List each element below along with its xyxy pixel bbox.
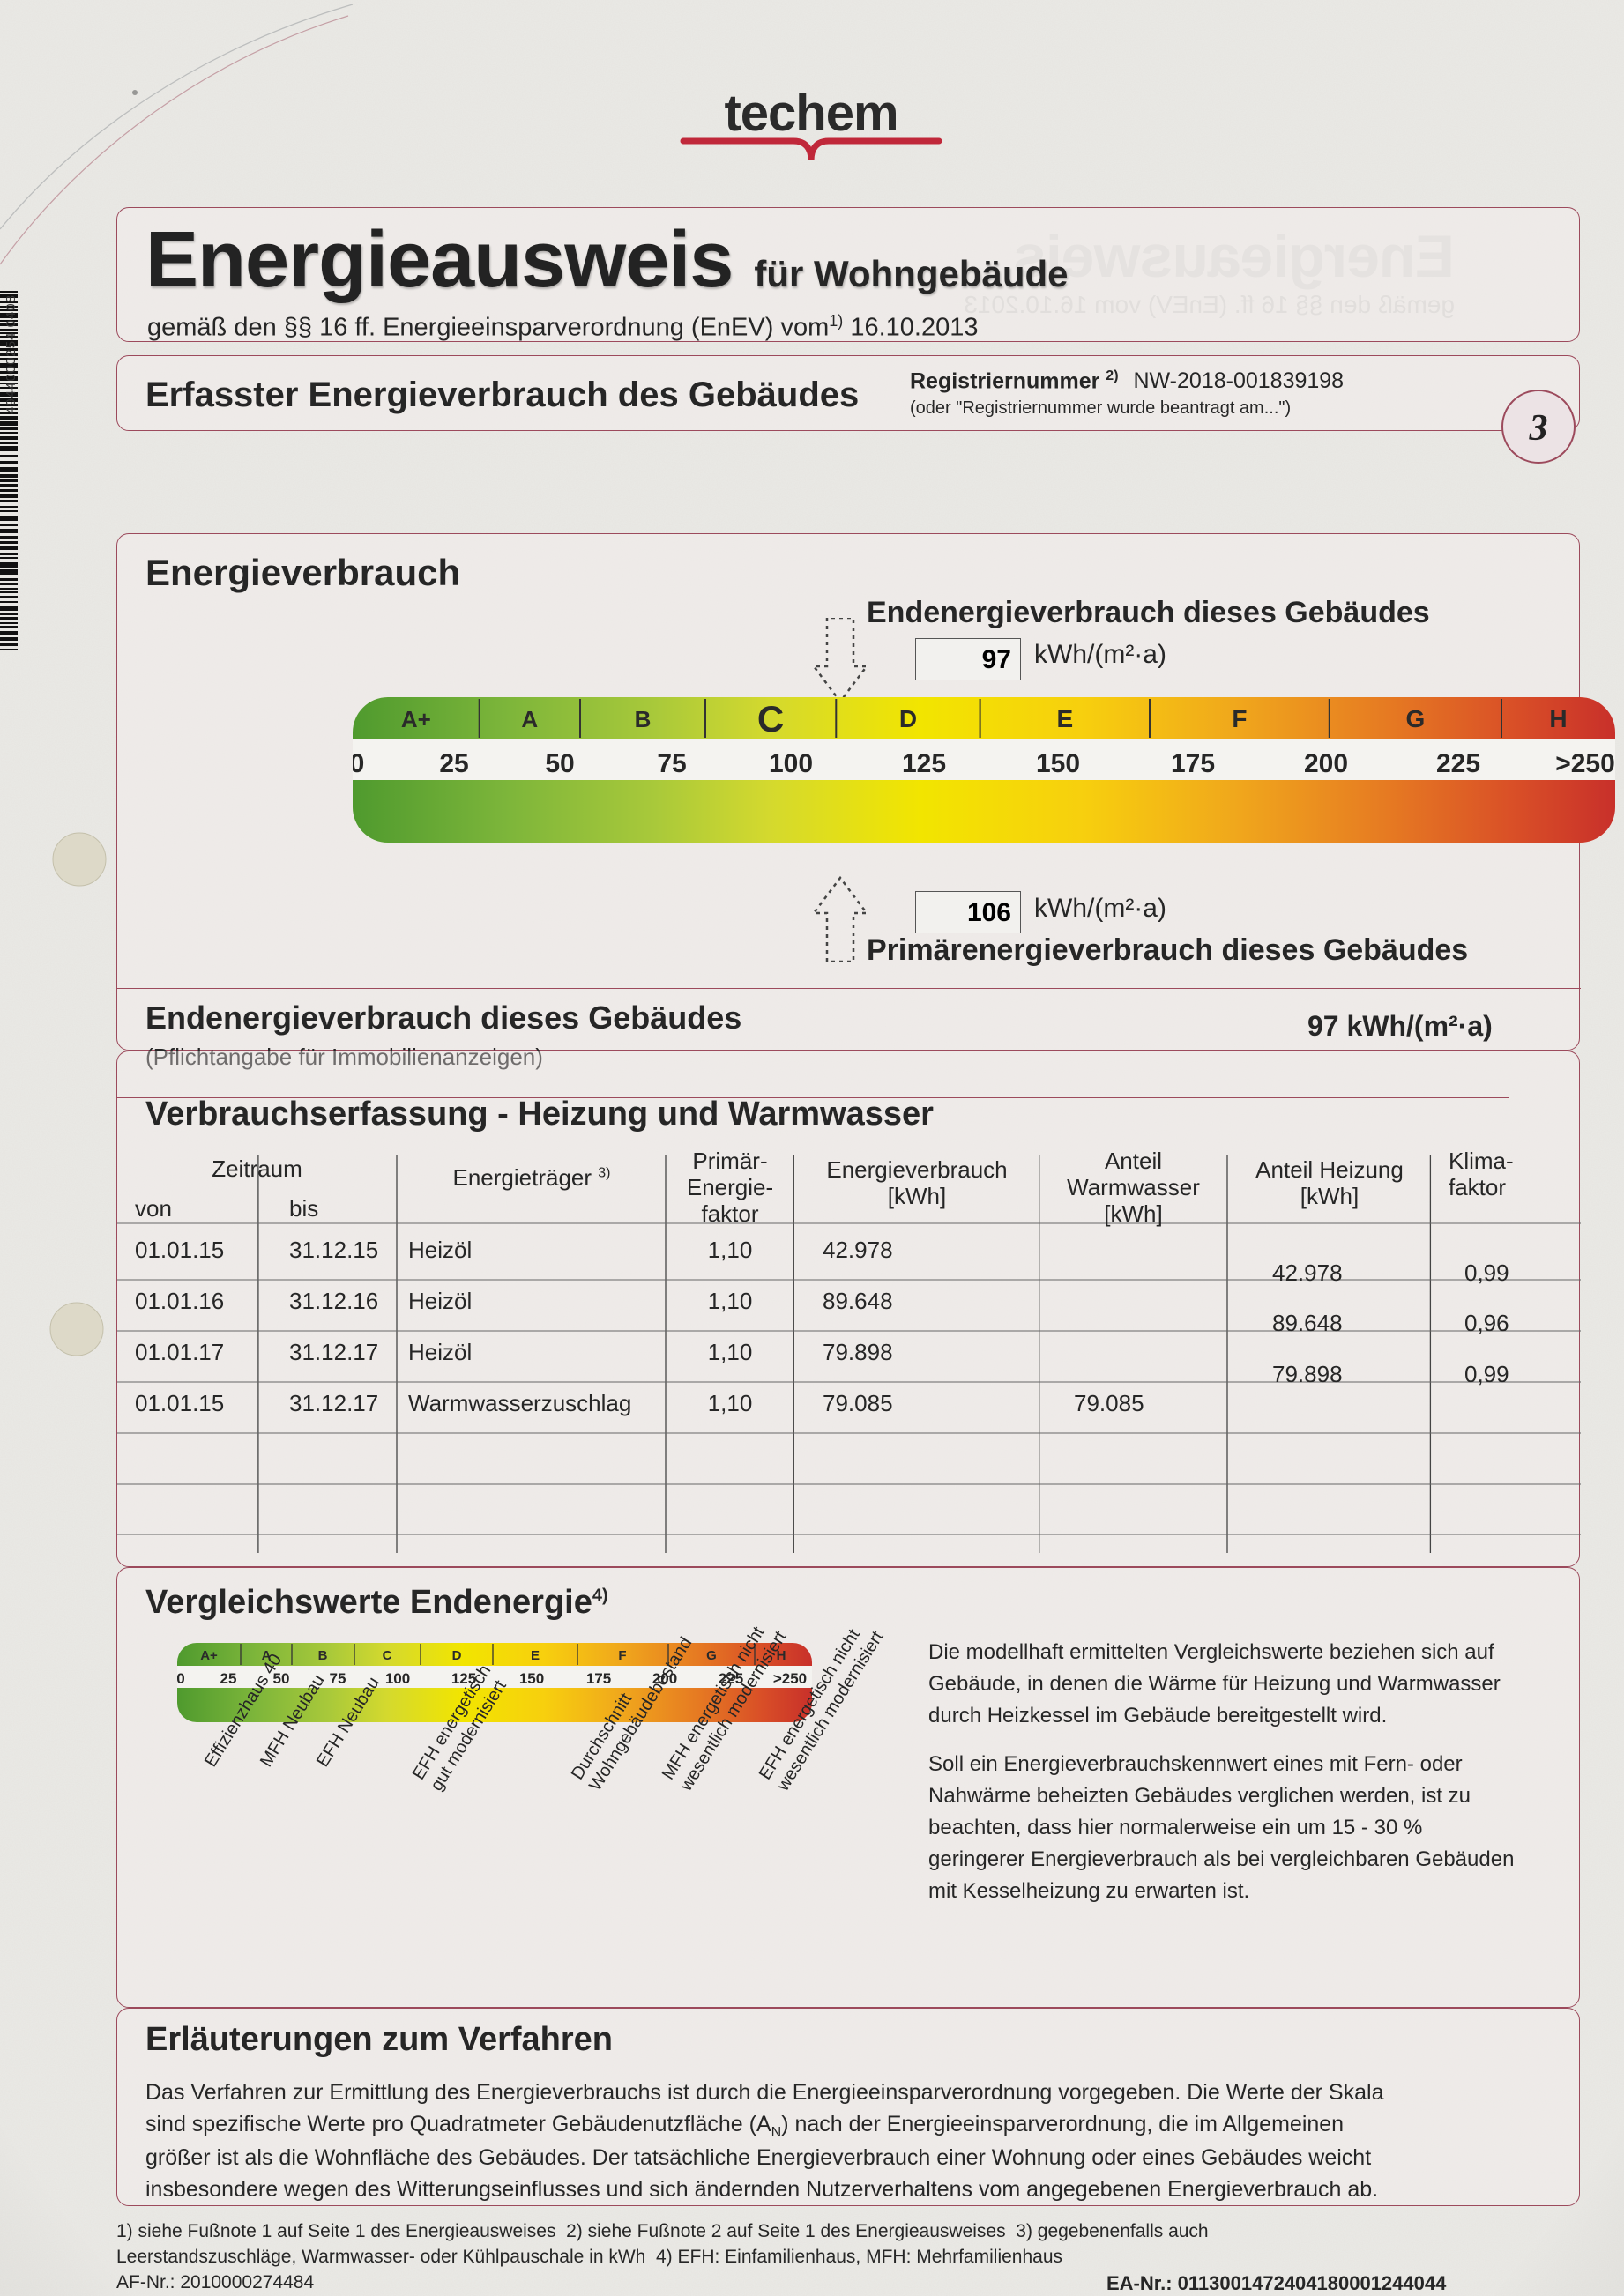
svg-text:A+: A+ [401, 706, 431, 732]
svg-text:25: 25 [439, 749, 468, 778]
svg-text:0: 0 [177, 1670, 185, 1687]
svg-text:A: A [521, 706, 538, 732]
svg-text:E: E [1056, 705, 1073, 732]
svg-text:150: 150 [519, 1670, 544, 1687]
svg-text:A+: A+ [200, 1648, 218, 1663]
svg-text:>250: >250 [1555, 749, 1615, 778]
svg-text:150: 150 [1036, 749, 1080, 778]
svg-text:175: 175 [586, 1670, 611, 1687]
svg-text:225: 225 [1436, 749, 1480, 778]
svg-text:100: 100 [385, 1670, 410, 1687]
svg-text:B: B [635, 706, 652, 732]
svg-text:0: 0 [353, 749, 364, 778]
svg-text:75: 75 [330, 1670, 346, 1687]
svg-text:200: 200 [1304, 749, 1348, 778]
svg-text:C: C [383, 1648, 392, 1663]
svg-text:25: 25 [220, 1670, 237, 1687]
svg-text:50: 50 [545, 749, 574, 778]
svg-text:100: 100 [769, 749, 813, 778]
svg-text:F: F [618, 1648, 626, 1663]
svg-text:F: F [1232, 705, 1247, 732]
svg-text:C: C [757, 698, 784, 739]
svg-text:E: E [531, 1648, 540, 1663]
svg-text:75: 75 [657, 749, 686, 778]
svg-text:125: 125 [902, 749, 946, 778]
svg-text:175: 175 [1171, 749, 1215, 778]
svg-text:>250: >250 [773, 1670, 807, 1687]
svg-text:D: D [452, 1648, 462, 1663]
svg-text:D: D [899, 705, 917, 732]
svg-text:G: G [1406, 705, 1426, 732]
svg-text:H: H [1549, 705, 1567, 732]
svg-text:B: B [318, 1648, 328, 1663]
svg-text:G: G [706, 1648, 717, 1663]
